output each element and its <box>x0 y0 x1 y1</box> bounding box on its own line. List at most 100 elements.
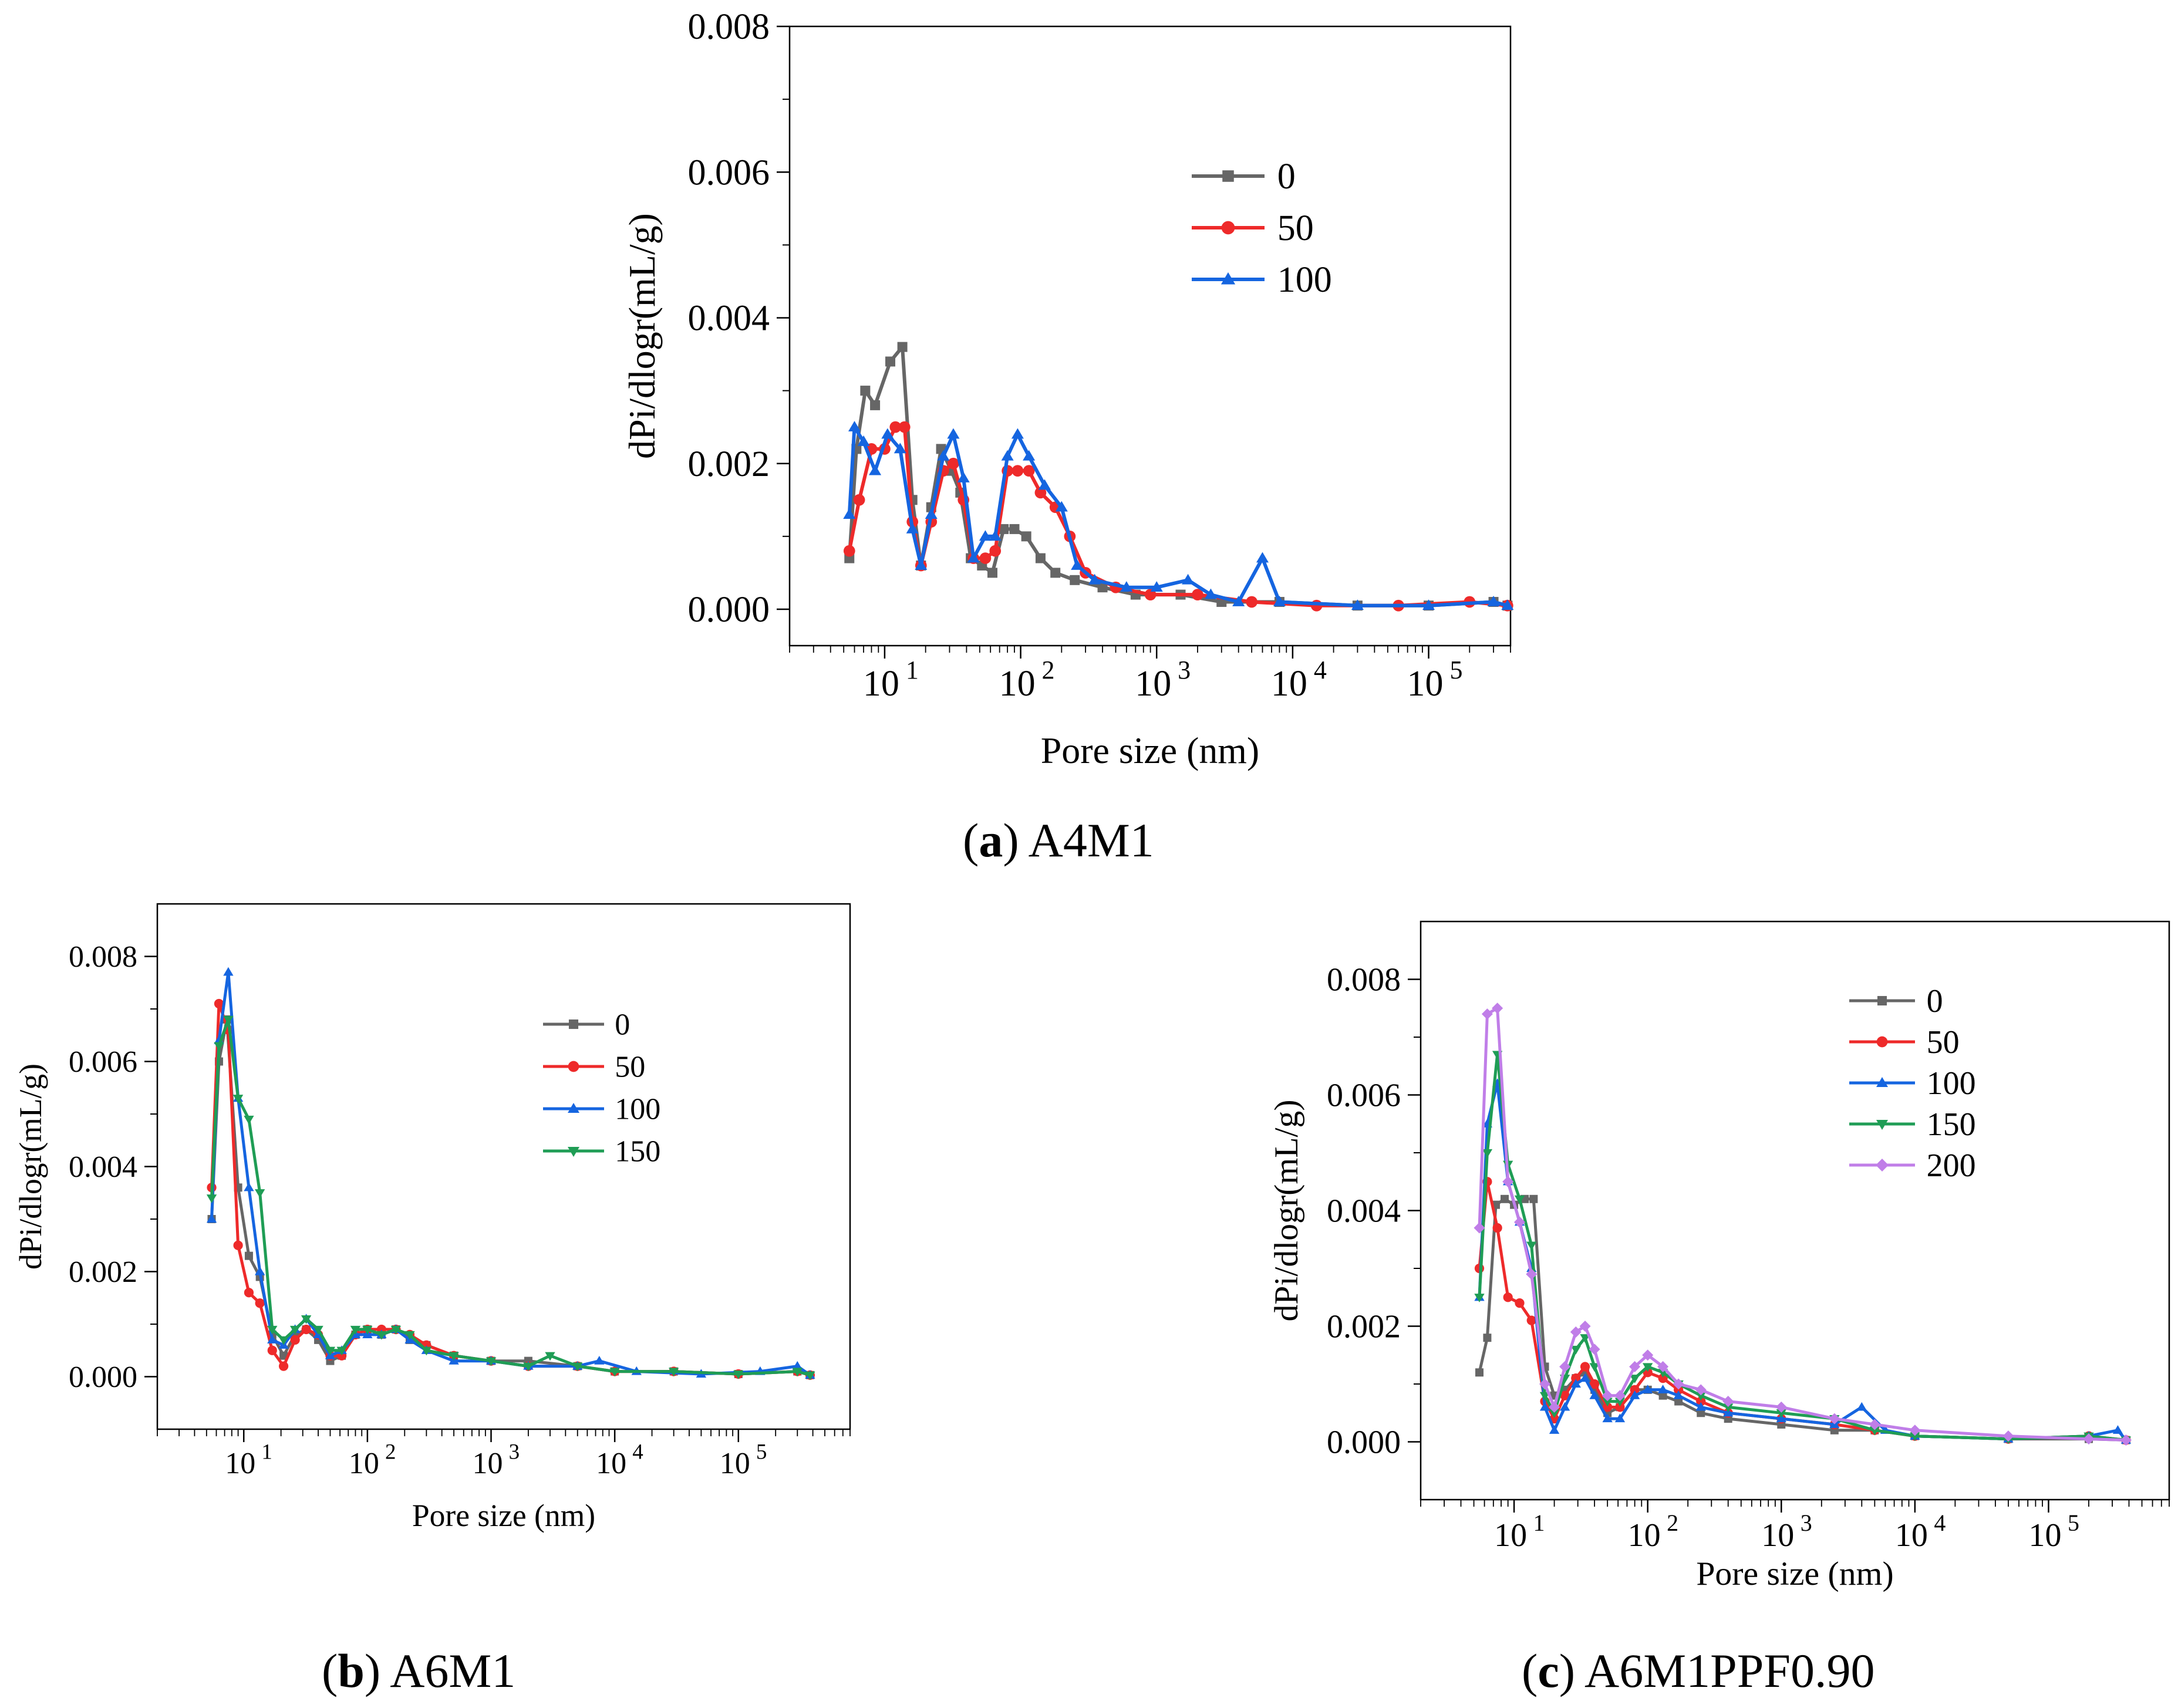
legend-marker <box>1876 1036 1888 1048</box>
data-point <box>1351 599 1364 610</box>
x-tick-exponent: 1 <box>906 656 919 684</box>
x-tick-label: 10 <box>720 1447 750 1480</box>
data-point <box>255 1266 265 1275</box>
data-point <box>232 1095 244 1103</box>
data-point <box>948 457 959 470</box>
series-line-150 <box>210 1018 811 1377</box>
legend-marker <box>1221 221 1235 235</box>
data-point <box>989 530 1002 541</box>
legend-label: 150 <box>1927 1106 1976 1143</box>
data-point <box>898 421 911 433</box>
data-point <box>362 1325 373 1335</box>
data-point <box>1526 1241 1537 1251</box>
x-tick-label: 10 <box>863 664 899 704</box>
series-150 <box>206 1015 815 1380</box>
data-point <box>1120 581 1133 592</box>
data-point <box>1602 1390 1613 1402</box>
data-point <box>1570 1345 1582 1355</box>
data-point <box>1526 1268 1538 1280</box>
data-point <box>1487 595 1500 606</box>
legend-marker <box>1221 272 1236 285</box>
legend-marker <box>568 1061 579 1072</box>
data-point <box>1088 573 1101 585</box>
data-point <box>1529 1194 1538 1203</box>
data-point <box>594 1355 605 1365</box>
data-point <box>1492 1002 1503 1014</box>
y-tick-label: 0.000 <box>69 1361 137 1394</box>
data-point <box>1182 573 1195 585</box>
data-point <box>244 1182 254 1191</box>
data-point <box>894 443 906 454</box>
data-point <box>1697 1409 1705 1417</box>
series-100 <box>1474 1078 2132 1444</box>
data-point <box>1589 1390 1600 1399</box>
x-tick-label: 10 <box>349 1447 379 1480</box>
x-tick-label: 10 <box>999 664 1036 704</box>
x-axis-label: Pore size (nm) <box>1696 1555 1893 1592</box>
series-line-100 <box>210 970 811 1376</box>
data-point <box>1630 1385 1640 1395</box>
data-point <box>1603 1402 1613 1412</box>
legend-item-100: 100 <box>543 1093 660 1126</box>
data-point <box>860 386 871 396</box>
legend-marker <box>568 1019 579 1029</box>
data-point <box>1023 465 1035 477</box>
data-point <box>1602 1413 1613 1423</box>
data-point <box>1579 1320 1591 1332</box>
data-point <box>545 1352 555 1361</box>
x-tick-label: 10 <box>1761 1517 1794 1554</box>
data-point <box>325 1346 336 1356</box>
data-point <box>1602 1398 1613 1407</box>
x-tick-exponent: 4 <box>632 1440 643 1464</box>
y-tick-label: 0.000 <box>1327 1425 1401 1461</box>
data-point <box>1474 1294 1485 1302</box>
data-point <box>1696 1396 1706 1406</box>
x-tick-exponent: 5 <box>2068 1510 2079 1536</box>
data-point <box>733 1370 744 1379</box>
data-point <box>1580 1362 1590 1372</box>
x-tick-label: 10 <box>1135 664 1171 704</box>
data-point <box>1549 1409 1560 1418</box>
data-point <box>1097 582 1108 593</box>
plot-frame <box>156 903 851 1430</box>
y-tick-label: 0.002 <box>1327 1309 1401 1345</box>
legend-label: 50 <box>1277 208 1314 248</box>
data-point <box>1570 1326 1582 1338</box>
data-point <box>1614 1413 1626 1423</box>
legend-item-150: 150 <box>543 1135 660 1169</box>
data-point <box>999 524 1009 534</box>
data-point <box>987 568 997 578</box>
data-point <box>1695 1392 1706 1401</box>
data-point <box>2112 1425 2123 1434</box>
data-point <box>843 545 855 557</box>
data-point <box>1629 1361 1641 1372</box>
data-point <box>1475 1368 1484 1377</box>
x-tick-exponent: 4 <box>1934 1510 1946 1536</box>
data-point <box>214 1042 224 1051</box>
data-point <box>1050 568 1061 578</box>
data-point <box>214 998 224 1009</box>
data-point <box>486 1357 497 1366</box>
x-tick-exponent: 2 <box>1667 1510 1678 1536</box>
x-tick-label: 10 <box>225 1447 255 1480</box>
data-point <box>885 356 896 367</box>
data-point <box>1674 1397 1683 1406</box>
data-point <box>1035 553 1046 563</box>
data-point <box>1021 531 1031 542</box>
legend-label: 0 <box>615 1008 630 1042</box>
legend-item-100: 100 <box>1849 1065 1976 1102</box>
y-tick-label: 0.004 <box>688 299 770 339</box>
data-point <box>2002 1430 2014 1442</box>
x-tick-label: 10 <box>1628 1517 1661 1554</box>
y-tick-label: 0.004 <box>1327 1193 1401 1230</box>
series-line-0 <box>847 345 1508 607</box>
x-tick-exponent: 5 <box>1449 656 1462 684</box>
data-point <box>1012 465 1024 477</box>
data-point <box>792 1361 803 1370</box>
data-point <box>1614 1398 1626 1407</box>
data-point <box>1232 595 1245 606</box>
data-point <box>1657 1385 1668 1393</box>
data-point <box>609 1368 620 1377</box>
